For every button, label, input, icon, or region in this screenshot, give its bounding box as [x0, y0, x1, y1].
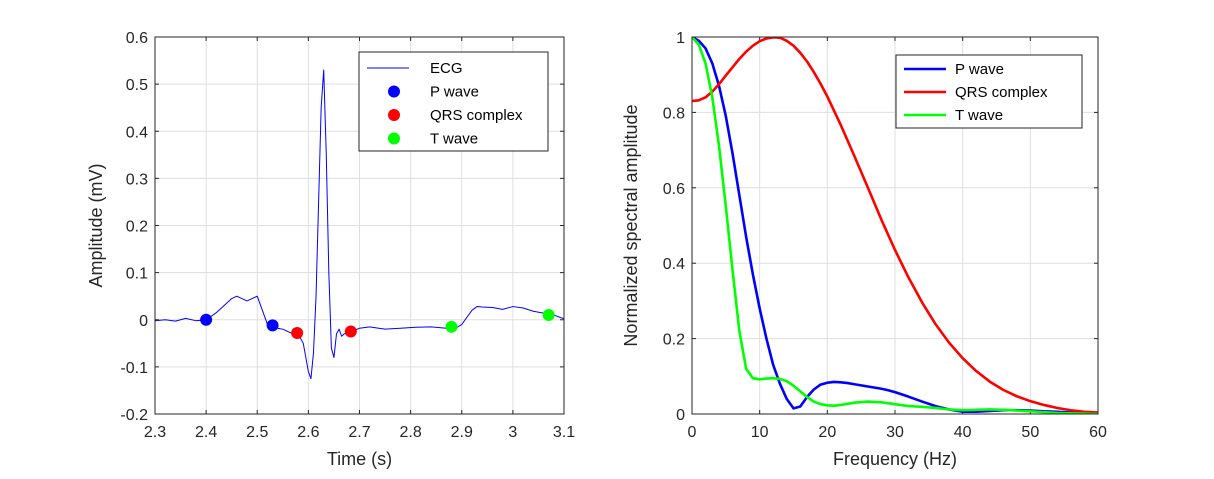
ecg-time-plot: 2.3 2.4 2.5 2.6 2.7 2.8 2.9 3 3.1 -0.2 -0.1 0 0.1 0.2…	[86, 30, 575, 469]
x-tick-label: 2.7	[348, 424, 370, 441]
legend: P wave QRS complex T wave	[895, 54, 1083, 129]
x-tick-label: 30	[886, 424, 904, 441]
legend-swatch-t-wave	[388, 132, 400, 145]
x-tick-label: 2.3	[144, 424, 166, 441]
legend-label-t-wave: T wave	[430, 131, 478, 148]
legend-swatch-qrs-complex	[388, 109, 400, 121]
y-tick-label: 0.3	[126, 171, 148, 188]
t-wave-point	[542, 309, 555, 322]
ecg-line	[155, 69, 564, 380]
y-tick-label: 0.6	[663, 181, 685, 198]
y-tick-label: 0.4	[126, 124, 148, 141]
spectrum-plot: 0 10 20 30 40 50 60 0 0.2 0.4 0.6 0.8 1 Frequency (Hz…	[621, 30, 1107, 469]
x-tick-label: 50	[1021, 424, 1039, 441]
y-tick-label: 0.8	[663, 105, 685, 122]
y-tick-label: 0.2	[126, 219, 148, 236]
t-wave-line	[692, 37, 1098, 414]
y-tick-label: -0.1	[120, 360, 148, 377]
p-wave-point	[266, 319, 279, 332]
y-tick-label: 0.1	[126, 266, 148, 283]
x-tick-label: 2.6	[297, 424, 319, 441]
qrs-complex-line	[692, 37, 1098, 414]
x-tick-label: 0	[688, 424, 697, 441]
legend-label-qrs-complex: QRS complex	[430, 107, 523, 124]
series-group	[155, 69, 564, 380]
axes-frame	[691, 36, 1099, 415]
legend-swatch-p-wave	[388, 85, 400, 98]
t-wave-point	[445, 320, 458, 333]
x-axis-label: Time (s)	[327, 449, 392, 469]
legend: ECG P wave QRS complex T wave	[358, 51, 549, 152]
y-tick-label: 0.2	[663, 332, 685, 349]
x-tick-label: 20	[818, 424, 836, 441]
y-tick-label: 1	[676, 30, 685, 47]
x-axis-label: Frequency (Hz)	[833, 449, 957, 469]
series-group	[692, 37, 1098, 414]
legend-label-ecg: ECG	[430, 60, 463, 77]
x-tick-label: 3.1	[553, 424, 575, 441]
qrs-complex-point	[291, 326, 304, 339]
y-tick-label: 0	[676, 407, 685, 424]
x-tick-label: 3	[508, 424, 517, 441]
y-tick-label: 0.4	[663, 256, 685, 273]
y-tick-label: 0	[139, 313, 148, 330]
legend-label-t-wave: T wave	[955, 107, 1003, 124]
x-tick-label: 40	[954, 424, 972, 441]
legend-label-p-wave: P wave	[955, 61, 1004, 78]
y-axis-label: Normalized spectral amplitude	[621, 104, 641, 346]
y-tick-label: -0.2	[120, 407, 148, 424]
p-wave-point	[200, 313, 213, 326]
axes-frame	[154, 36, 565, 415]
x-tick-label: 2.8	[400, 424, 422, 441]
y-axis-label: Amplitude (mV)	[86, 163, 106, 287]
y-tick-label: 0.5	[126, 77, 148, 94]
x-tick-label: 10	[751, 424, 769, 441]
legend-label-p-wave: P wave	[430, 84, 479, 101]
x-tick-label: 2.9	[451, 424, 473, 441]
qrs-complex-point	[344, 325, 357, 338]
y-tick-label: 0.6	[126, 30, 148, 47]
x-tick-label: 2.4	[195, 424, 217, 441]
legend-label-qrs-complex: QRS complex	[955, 84, 1048, 101]
x-tick-label: 2.5	[246, 424, 268, 441]
x-tick-label: 60	[1089, 424, 1107, 441]
